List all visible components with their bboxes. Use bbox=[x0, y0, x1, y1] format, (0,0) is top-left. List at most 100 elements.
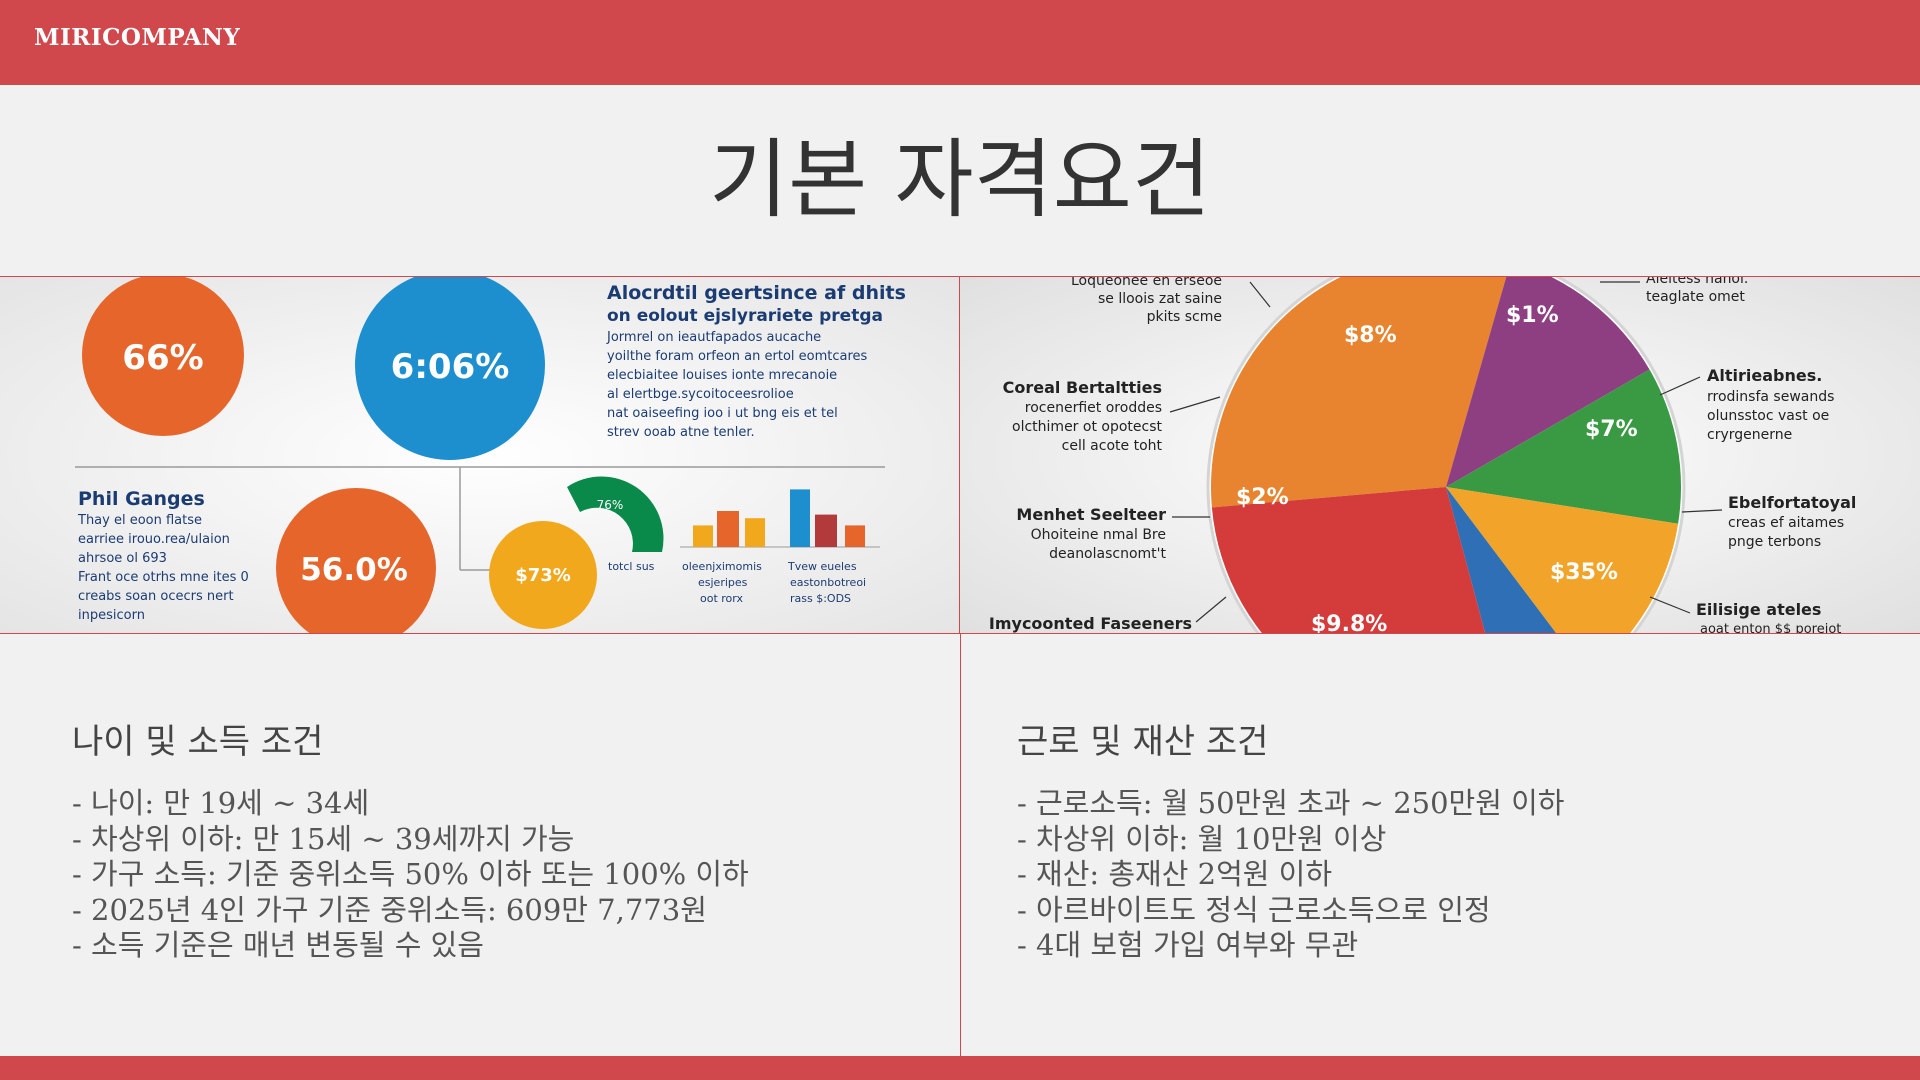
svg-text:yoilthe foram orfeon an ertol: yoilthe foram orfeon an ertol eomtcares bbox=[607, 349, 868, 364]
image-strip: 66% 6:06% 56.0% $73% 76% Alocrdtil geert… bbox=[0, 276, 1920, 634]
mini-bar bbox=[693, 525, 713, 547]
mini-bar bbox=[790, 489, 810, 547]
side-heading: Phil Ganges bbox=[78, 488, 205, 510]
svg-text:esjeripes: esjeripes bbox=[698, 576, 748, 589]
pie-slice bbox=[1446, 487, 1557, 633]
list-item: - 4대 보험 가입 여부와 무관 bbox=[1017, 928, 1359, 962]
pie-labels: $8% $1% $7% $35% $9.8% $2% bbox=[1236, 303, 1638, 633]
svg-text:se lloois zat saine: se lloois zat saine bbox=[1098, 291, 1222, 307]
stat-circle: 56.0% bbox=[276, 488, 436, 633]
slice-label: $35% bbox=[1550, 560, 1618, 585]
svg-text:cryrgenerne: cryrgenerne bbox=[1707, 427, 1792, 443]
svg-text:totcl sus: totcl sus bbox=[608, 560, 655, 573]
infographic-heading: Alocrdtil geertsince af dhits bbox=[607, 282, 906, 304]
list-item: - 2025년 4인 가구 기준 중위소득: 609만 7,773원 bbox=[72, 892, 707, 927]
svg-text:Eilisige ateles: Eilisige ateles bbox=[1696, 600, 1821, 619]
age-income-section: 나이 및 소득 조건 - 나이: 만 19세 ~ 34세 - 차상위 이하: 만… bbox=[72, 720, 932, 964]
brand-logo[interactable]: MIRICOMPANY bbox=[34, 24, 241, 51]
mini-bar bbox=[815, 514, 837, 547]
svg-text:elecbiaitee louises ionte mrec: elecbiaitee louises ionte mrecanoie bbox=[607, 368, 837, 383]
list-item: - 차상위 이하: 월 10만원 이상 bbox=[1017, 821, 1387, 856]
infographic-subheading: on eolout ejslyrariete pretga bbox=[607, 306, 883, 326]
infographic-image-left: 66% 6:06% 56.0% $73% 76% Alocrdtil geert… bbox=[0, 277, 960, 633]
svg-text:oleenjximomis: oleenjximomis bbox=[682, 560, 762, 573]
slice-label: $8% bbox=[1344, 323, 1397, 348]
mini-bar-chart bbox=[693, 489, 865, 547]
work-asset-section: 근로 및 재산 조건 - 근로소득: 월 50만원 초과 ~ 250만원 이하 … bbox=[1017, 720, 1877, 964]
side-paragraph: Thay el eoon flatse earriee irouo.rea/ul… bbox=[77, 513, 249, 623]
svg-text:strev ooab atne tenler.: strev ooab atne tenler. bbox=[607, 425, 755, 440]
svg-text:Altirieabnes.: Altirieabnes. bbox=[1707, 366, 1822, 385]
svg-text:Frant oce otrhs mne ites 0: Frant oce otrhs mne ites 0 bbox=[78, 570, 249, 585]
svg-text:deanolascnomt't: deanolascnomt't bbox=[1049, 546, 1166, 562]
column-divider bbox=[960, 633, 961, 1056]
svg-text:cell acote toht: cell acote toht bbox=[1062, 438, 1163, 454]
svg-text:Thay el eoon flatse: Thay el eoon flatse bbox=[77, 513, 202, 528]
section-title: 나이 및 소득 조건 bbox=[72, 722, 324, 762]
callout-right: Aleitess nanoi. teaglate omet Altirieabn… bbox=[1600, 277, 1856, 633]
svg-text:Aleitess nanoi.: Aleitess nanoi. bbox=[1646, 277, 1748, 287]
mini-bar bbox=[845, 525, 865, 547]
svg-text:creas ef aitames: creas ef aitames bbox=[1728, 515, 1844, 531]
svg-text:inpesicorn: inpesicorn bbox=[78, 608, 145, 623]
pie-slice bbox=[1446, 369, 1681, 524]
mini-bar bbox=[717, 511, 739, 547]
gauge-arc: 76% bbox=[567, 476, 664, 552]
list-item: - 나이: 만 19세 ~ 34세 bbox=[72, 786, 370, 820]
svg-text:olunsstoc vast oe: olunsstoc vast oe bbox=[1707, 408, 1829, 424]
svg-text:66%: 66% bbox=[122, 338, 203, 378]
svg-text:Loqueonee en erseoe: Loqueonee en erseoe bbox=[1071, 277, 1222, 289]
requirement-list: - 나이: 만 19세 ~ 34세 - 차상위 이하: 만 15세 ~ 39세까… bbox=[72, 786, 932, 964]
list-item: - 가구 소득: 기준 중위소득 50% 이하 또는 100% 이하 bbox=[72, 857, 749, 891]
svg-text:rrodinsfa sewands: rrodinsfa sewands bbox=[1707, 389, 1834, 405]
list-item: - 재산: 총재산 2억원 이하 bbox=[1017, 857, 1333, 891]
svg-text:eastonbotreoi: eastonbotreoi bbox=[790, 576, 866, 589]
svg-text:rocenerfiet oroddes: rocenerfiet oroddes bbox=[1025, 400, 1162, 416]
pie-slice bbox=[1446, 277, 1650, 487]
page-title: 기본 자격요건 bbox=[708, 130, 1212, 230]
slice-label: $1% bbox=[1506, 303, 1559, 328]
header-bar: MIRICOMPANY bbox=[0, 0, 1920, 85]
requirement-list: - 근로소득: 월 50만원 초과 ~ 250만원 이하 - 차상위 이하: 월… bbox=[1017, 786, 1877, 964]
svg-text:nat oaiseefing ioo i ut bng ei: nat oaiseefing ioo i ut bng eis et tel bbox=[607, 406, 838, 421]
svg-text:Jormrel on ieautfapados aucach: Jormrel on ieautfapados aucache bbox=[606, 330, 821, 345]
svg-text:al elertbge.sycoitoceesrolioe: al elertbge.sycoitoceesrolioe bbox=[607, 387, 794, 402]
pie-slice bbox=[1211, 487, 1486, 633]
pie-chart bbox=[1211, 277, 1681, 633]
callout-left: Loqueonee en erseoe se lloois zat saine … bbox=[989, 277, 1271, 633]
svg-text:Menhet Seelteer: Menhet Seelteer bbox=[1016, 505, 1166, 524]
svg-text:pkits scme: pkits scme bbox=[1147, 309, 1222, 325]
svg-text:Imycoonted Faseeners: Imycoonted Faseeners bbox=[989, 614, 1192, 633]
svg-text:earriee irouo.rea/ulaion: earriee irouo.rea/ulaion bbox=[78, 532, 230, 547]
stat-circle: 6:06% bbox=[355, 277, 545, 460]
chart-captions: totcl sus oleenjximomis esjeripes oot ro… bbox=[608, 560, 866, 605]
svg-text:creabs soan ocecrs nert: creabs soan ocecrs nert bbox=[78, 589, 234, 604]
list-item: - 근로소득: 월 50만원 초과 ~ 250만원 이하 bbox=[1017, 786, 1565, 820]
section-title: 근로 및 재산 조건 bbox=[1017, 722, 1269, 762]
svg-text:rass $:ODS: rass $:ODS bbox=[790, 592, 851, 605]
pie-slice bbox=[1211, 277, 1507, 508]
svg-text:Coreal Bertaltties: Coreal Bertaltties bbox=[1003, 378, 1162, 397]
slice-label: $7% bbox=[1585, 417, 1638, 442]
infographic-paragraph: Jormrel on ieautfapados aucache yoilthe … bbox=[606, 330, 868, 440]
infographic-image-right: $8% $1% $7% $35% $9.8% $2% Loqueonee en … bbox=[960, 277, 1920, 633]
pie-slice bbox=[1446, 487, 1679, 633]
svg-text:olcthimer ot opotecst: olcthimer ot opotecst bbox=[1012, 419, 1162, 435]
svg-text:oot rorx: oot rorx bbox=[700, 592, 744, 605]
svg-text:Ebelfortatoyal: Ebelfortatoyal bbox=[1728, 493, 1856, 512]
svg-text:aoat enton $$ poreiot: aoat enton $$ poreiot bbox=[1700, 622, 1841, 633]
svg-text:76%: 76% bbox=[597, 498, 624, 512]
svg-text:6:06%: 6:06% bbox=[391, 347, 510, 387]
list-item: - 소득 기준은 매년 변동될 수 있음 bbox=[72, 928, 484, 962]
list-item: - 차상위 이하: 만 15세 ~ 39세까지 가능 bbox=[72, 821, 575, 856]
slice-label: $2% bbox=[1236, 485, 1289, 510]
list-item: - 아르바이트도 정식 근로소득으로 인정 bbox=[1017, 892, 1491, 927]
footer-bar bbox=[0, 1056, 1920, 1080]
svg-text:pnge terbons: pnge terbons bbox=[1728, 534, 1821, 550]
svg-text:Ohoiteine nmal Bre: Ohoiteine nmal Bre bbox=[1031, 527, 1166, 543]
slice-label: $9.8% bbox=[1311, 612, 1387, 633]
svg-text:$73%: $73% bbox=[515, 565, 571, 586]
svg-text:Tvew eueles: Tvew eueles bbox=[787, 560, 857, 573]
stat-circle: $73% bbox=[489, 521, 597, 629]
svg-text:ahrsoe ol 693: ahrsoe ol 693 bbox=[78, 551, 167, 566]
